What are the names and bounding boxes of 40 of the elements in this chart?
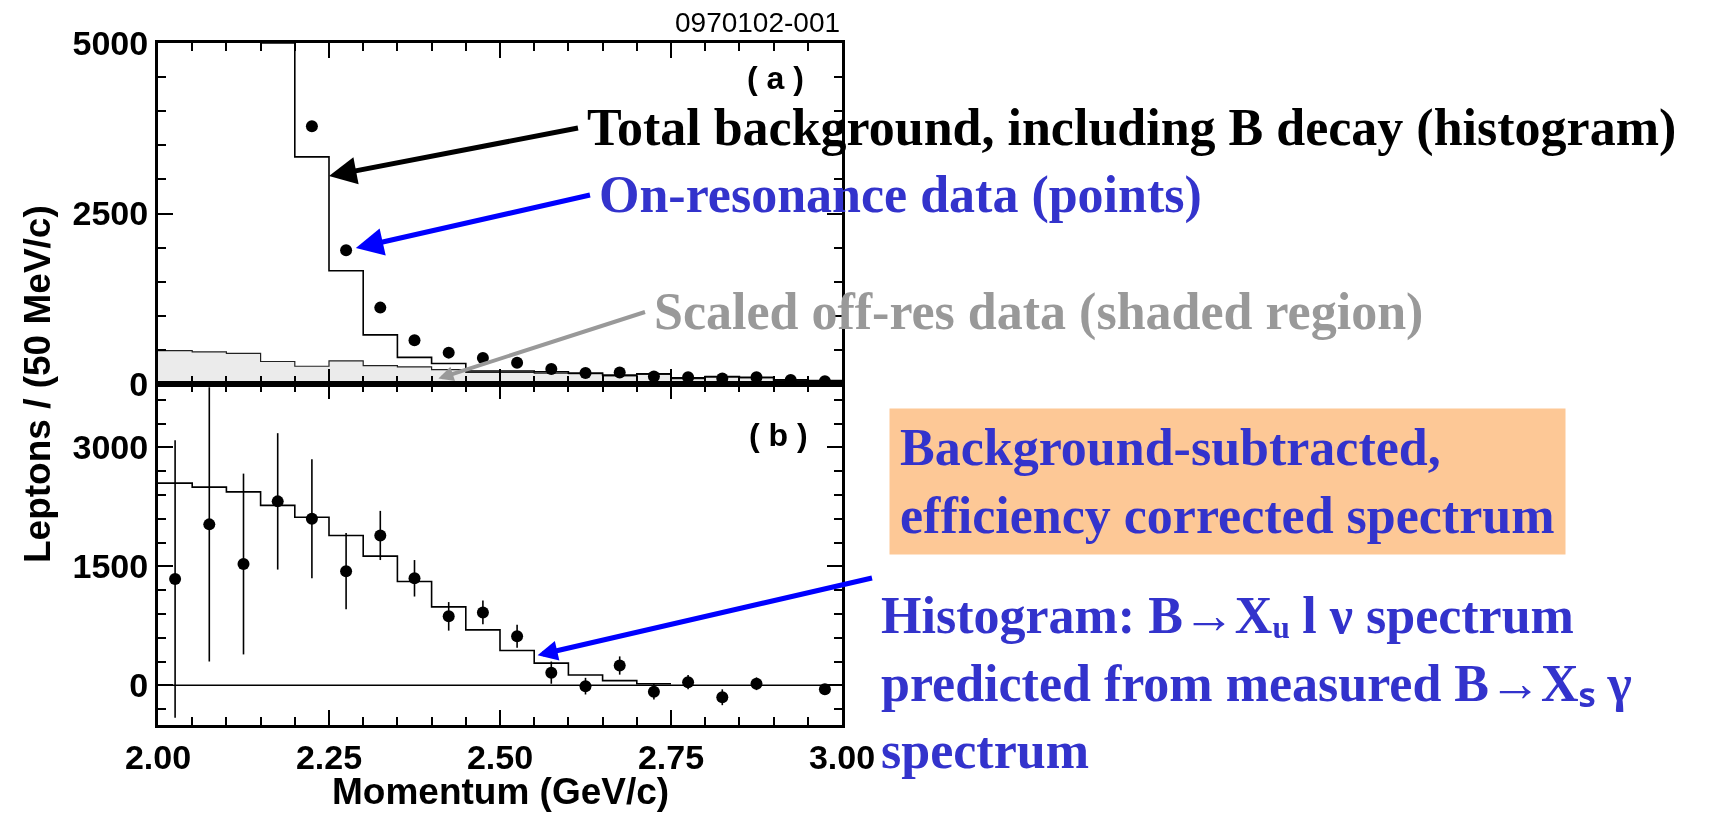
y-tick-label: 5000 xyxy=(72,23,149,62)
point xyxy=(511,356,524,369)
point xyxy=(408,334,421,347)
y-tick-label: 0 xyxy=(129,364,149,403)
point xyxy=(647,685,660,698)
point xyxy=(442,610,455,623)
point xyxy=(818,683,831,696)
point xyxy=(476,606,489,619)
point xyxy=(374,301,387,314)
point xyxy=(305,512,318,525)
x-tick-label: 2.00 xyxy=(124,737,192,776)
point xyxy=(340,244,353,257)
point xyxy=(305,120,318,133)
annotation: ( b ) xyxy=(749,417,808,453)
point xyxy=(716,691,729,704)
point xyxy=(579,367,592,380)
y-tick-label: 2500 xyxy=(72,194,149,233)
point xyxy=(169,573,182,586)
point xyxy=(442,346,455,359)
point xyxy=(340,565,353,578)
point xyxy=(408,572,421,585)
y-tick-label: 1500 xyxy=(72,547,149,586)
y-axis-title: Leptons / (50 MeV/c) xyxy=(17,205,58,563)
point xyxy=(237,558,250,571)
text: Background-subtracted, efficiency corrected spectrum xyxy=(900,419,1555,544)
point xyxy=(545,363,558,375)
point xyxy=(271,495,284,508)
annotation: Histogram: B→Xᵤ l ν spectrum predicted from measured B→Xₛ γ spectrum xyxy=(881,587,1632,780)
point xyxy=(682,676,695,689)
x-tick-label: 3.00 xyxy=(808,737,876,776)
point xyxy=(613,366,626,379)
point xyxy=(203,518,216,531)
annotation: ( a ) xyxy=(747,60,804,96)
text: 0970102-001 xyxy=(675,7,841,38)
y-tick-label: 0 xyxy=(129,666,149,705)
y-tick-label: 3000 xyxy=(72,428,149,467)
point xyxy=(613,659,626,672)
point xyxy=(545,666,558,679)
point xyxy=(374,529,387,542)
point xyxy=(511,630,524,643)
